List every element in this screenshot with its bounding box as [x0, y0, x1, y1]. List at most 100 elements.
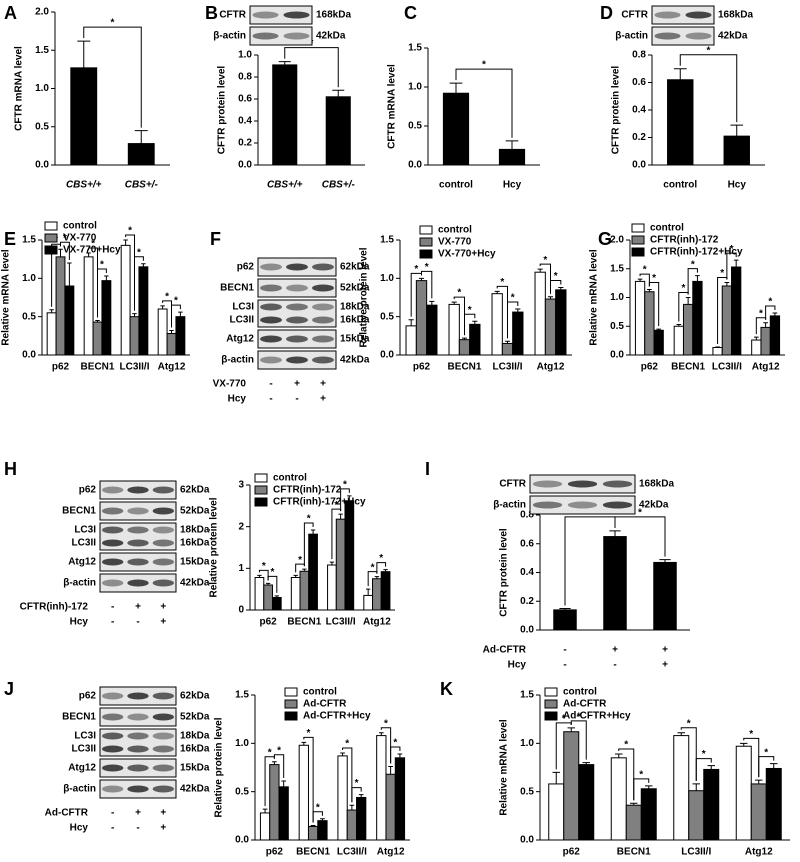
x-tick-label: Atg12 [377, 847, 405, 858]
bracket [464, 313, 476, 336]
blot-band [312, 356, 334, 364]
panel-letter: A [4, 3, 17, 23]
blot-band [152, 486, 174, 494]
treatment-mark: - [111, 602, 114, 613]
blot-band [102, 764, 124, 772]
bar [290, 577, 301, 611]
treatment-mark: + [320, 379, 326, 390]
legend-swatch [544, 699, 558, 709]
y-axis-label: CFTR protein level [611, 66, 622, 155]
legend-label: Ad-CFTR [563, 699, 607, 710]
y-tick-label: 2.0 [35, 7, 49, 18]
y-tick-label: 0.5 [235, 786, 249, 797]
bar [335, 518, 346, 611]
legend-swatch [419, 237, 433, 247]
error-bar [358, 794, 364, 798]
blot-size: 62kDa [340, 262, 370, 273]
blot-band [127, 486, 149, 494]
blot-band [532, 501, 563, 509]
bar [317, 820, 328, 841]
blot-label: β-actin [221, 355, 254, 366]
bar [175, 316, 186, 356]
bar [723, 135, 750, 166]
bar [548, 783, 565, 841]
x-tick-label: BECN1 [448, 362, 482, 373]
significance-star: * [707, 45, 711, 56]
bar [46, 312, 57, 356]
blot-size: 62kDa [180, 485, 210, 496]
panel-letter: D [600, 3, 613, 23]
bar [272, 64, 298, 166]
blot-label: LC3II [230, 315, 255, 326]
legend-swatch [254, 497, 268, 507]
treatment-mark: + [662, 645, 668, 656]
y-tick-label: 0.5 [610, 321, 624, 332]
blot-band [260, 335, 282, 343]
y-tick-label: 1.5 [610, 263, 624, 274]
panel-letter: G [598, 229, 612, 249]
blot-label: β-actin [63, 578, 96, 589]
bar [385, 773, 396, 841]
bar [405, 325, 417, 356]
error-bar [338, 513, 343, 520]
significance-star: * [643, 265, 647, 276]
treatment-mark: + [160, 602, 166, 613]
bar [415, 280, 428, 356]
error-bar [515, 308, 521, 313]
significance-star: * [414, 264, 418, 275]
bracket [570, 720, 587, 760]
blot-label: BECN1 [220, 283, 254, 294]
error-bar [754, 336, 759, 341]
bar [83, 256, 94, 356]
significance-star: * [691, 259, 695, 270]
blot-band [283, 32, 310, 40]
significance-star: * [165, 292, 169, 303]
blot-size: 52kDa [340, 283, 370, 294]
treatment-mark: - [111, 808, 114, 819]
treatment-mark: + [662, 660, 668, 671]
x-tick-label: p62 [266, 847, 284, 858]
y-tick-label: 0.8 [520, 510, 534, 521]
panel-letter: C [404, 3, 417, 23]
bar [259, 812, 271, 841]
blot-size: 42kDa [718, 31, 748, 42]
treatment-mark: + [135, 808, 141, 819]
blot-band [127, 579, 149, 587]
error-bar [349, 804, 355, 811]
bracket [687, 268, 698, 295]
blot-band [152, 539, 174, 547]
legend-label: Ad-CFTR+Hcy [563, 711, 631, 722]
error-bar [659, 559, 671, 563]
panel-letter: H [4, 459, 17, 479]
significance-star: * [355, 778, 359, 789]
y-tick-label: 1.0 [22, 273, 36, 284]
significance-star: * [100, 260, 104, 271]
y-tick-label: 0.0 [380, 350, 394, 361]
error-bar [265, 582, 271, 585]
bar [469, 323, 481, 356]
legend-label: CFTR(inh)-172 [273, 485, 342, 496]
blot-size: 42kDa [340, 355, 370, 366]
error-bar [374, 576, 380, 579]
blot-band [312, 263, 334, 271]
bar [376, 735, 387, 841]
bar [380, 571, 391, 611]
treatment-mark: - [269, 394, 272, 405]
bar [129, 316, 140, 356]
bar [544, 298, 557, 356]
blot-band [312, 303, 334, 311]
blot-band [602, 501, 633, 509]
significance-star: * [652, 273, 656, 284]
legend-label: CFTR(inh)-172+Hcy [650, 247, 743, 258]
bar [327, 564, 337, 611]
y-tick-label: 0.6 [520, 538, 534, 549]
blot-band [152, 713, 174, 721]
bar [70, 67, 98, 166]
significance-star: * [91, 239, 95, 250]
error-bar [755, 779, 763, 784]
bar [298, 744, 309, 841]
bar [64, 285, 75, 356]
bracket [765, 305, 776, 320]
bar [166, 333, 177, 356]
y-axis-label: Relative protein level [209, 497, 220, 597]
